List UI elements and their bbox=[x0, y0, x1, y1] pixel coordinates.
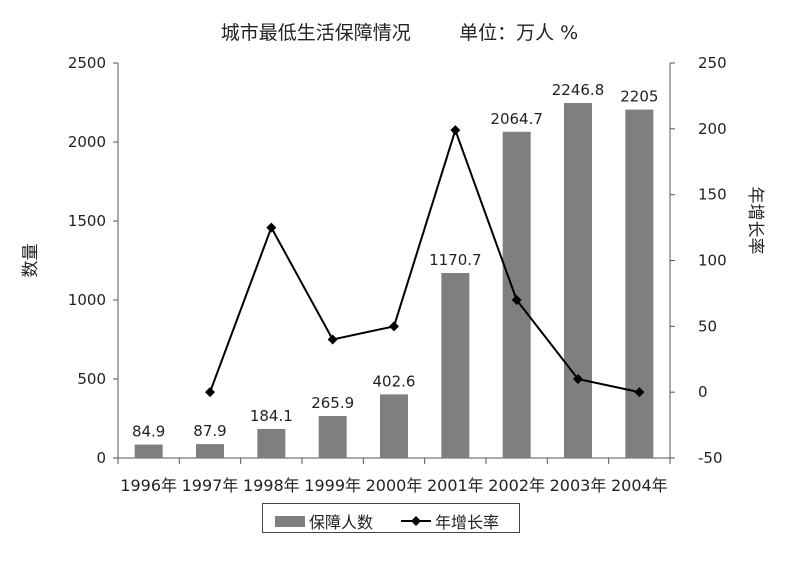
bar-data-label: 2246.8 bbox=[552, 81, 605, 99]
bar-data-label: 184.1 bbox=[250, 407, 293, 425]
x-tick-label: 2004年 bbox=[611, 476, 668, 495]
x-tick-label: 2000年 bbox=[366, 476, 423, 495]
growth-rate-point bbox=[327, 334, 338, 345]
legend-line-label: 年增长率 bbox=[435, 513, 500, 532]
growth-rate-point bbox=[205, 387, 215, 398]
x-tick-label: 1999年 bbox=[304, 476, 361, 495]
y-tick-label: 2500 bbox=[68, 54, 106, 72]
bar-data-label: 84.9 bbox=[132, 423, 165, 441]
bar bbox=[625, 109, 654, 459]
growth-rate-point bbox=[450, 125, 461, 136]
y2-tick-label: 250 bbox=[698, 54, 727, 72]
bar-data-label: 87.9 bbox=[193, 422, 226, 440]
growth-rate-point bbox=[389, 321, 399, 332]
legend-line-marker bbox=[401, 516, 431, 526]
bar bbox=[318, 415, 347, 458]
y2-tick-label: 0 bbox=[698, 383, 708, 401]
bar-data-label: 402.6 bbox=[373, 372, 416, 390]
bar bbox=[196, 444, 224, 458]
y-tick-label: 0 bbox=[96, 449, 106, 467]
x-tick-label: 1996年 bbox=[120, 476, 177, 495]
y-tick-label: 1500 bbox=[68, 212, 106, 230]
bar bbox=[564, 103, 592, 458]
legend-bar-label: 保障人数 bbox=[309, 513, 374, 532]
y2-axis-title: 年增长率 bbox=[745, 187, 765, 255]
bar-data-label: 1170.7 bbox=[429, 251, 482, 269]
x-tick-label: 2003年 bbox=[550, 476, 607, 495]
x-tick-label: 2002年 bbox=[488, 476, 545, 495]
y2-tick-label: 50 bbox=[698, 317, 717, 335]
legend-bar-swatch bbox=[275, 515, 305, 527]
growth-rate-point bbox=[634, 387, 645, 398]
growth-rate-point bbox=[511, 295, 522, 305]
growth-rate-point bbox=[573, 374, 583, 384]
growth-rate-point bbox=[266, 222, 277, 233]
y-tick-label: 1000 bbox=[68, 291, 106, 309]
bar-data-label: 2205 bbox=[620, 88, 658, 106]
bar-data-label: 2064.7 bbox=[490, 110, 543, 128]
x-tick-label: 1998年 bbox=[243, 476, 300, 495]
bar bbox=[441, 273, 470, 458]
y2-tick-label: -50 bbox=[698, 449, 723, 467]
legend-item-line: 年增长率 bbox=[401, 509, 499, 533]
bar bbox=[257, 428, 286, 458]
x-tick-label: 2001年 bbox=[427, 476, 484, 495]
y-tick-label: 2000 bbox=[68, 133, 106, 151]
y-tick-label: 500 bbox=[77, 370, 106, 388]
y2-tick-label: 200 bbox=[698, 120, 727, 138]
bar bbox=[134, 444, 163, 458]
legend-item-bar: 保障人数 bbox=[275, 509, 373, 533]
y2-tick-label: 150 bbox=[698, 186, 727, 204]
bar-data-label: 265.9 bbox=[311, 394, 354, 412]
chart-title: 城市最低生活保障情况 单位：万人 % bbox=[220, 22, 579, 44]
growth-rate-line bbox=[209, 127, 640, 394]
legend: 保障人数 年增长率 bbox=[262, 503, 520, 533]
bar bbox=[502, 131, 531, 458]
y2-tick-label: 100 bbox=[698, 252, 727, 270]
bar bbox=[380, 394, 408, 458]
y-axis-title: 数量 bbox=[21, 244, 41, 278]
x-tick-label: 1997年 bbox=[182, 476, 239, 495]
